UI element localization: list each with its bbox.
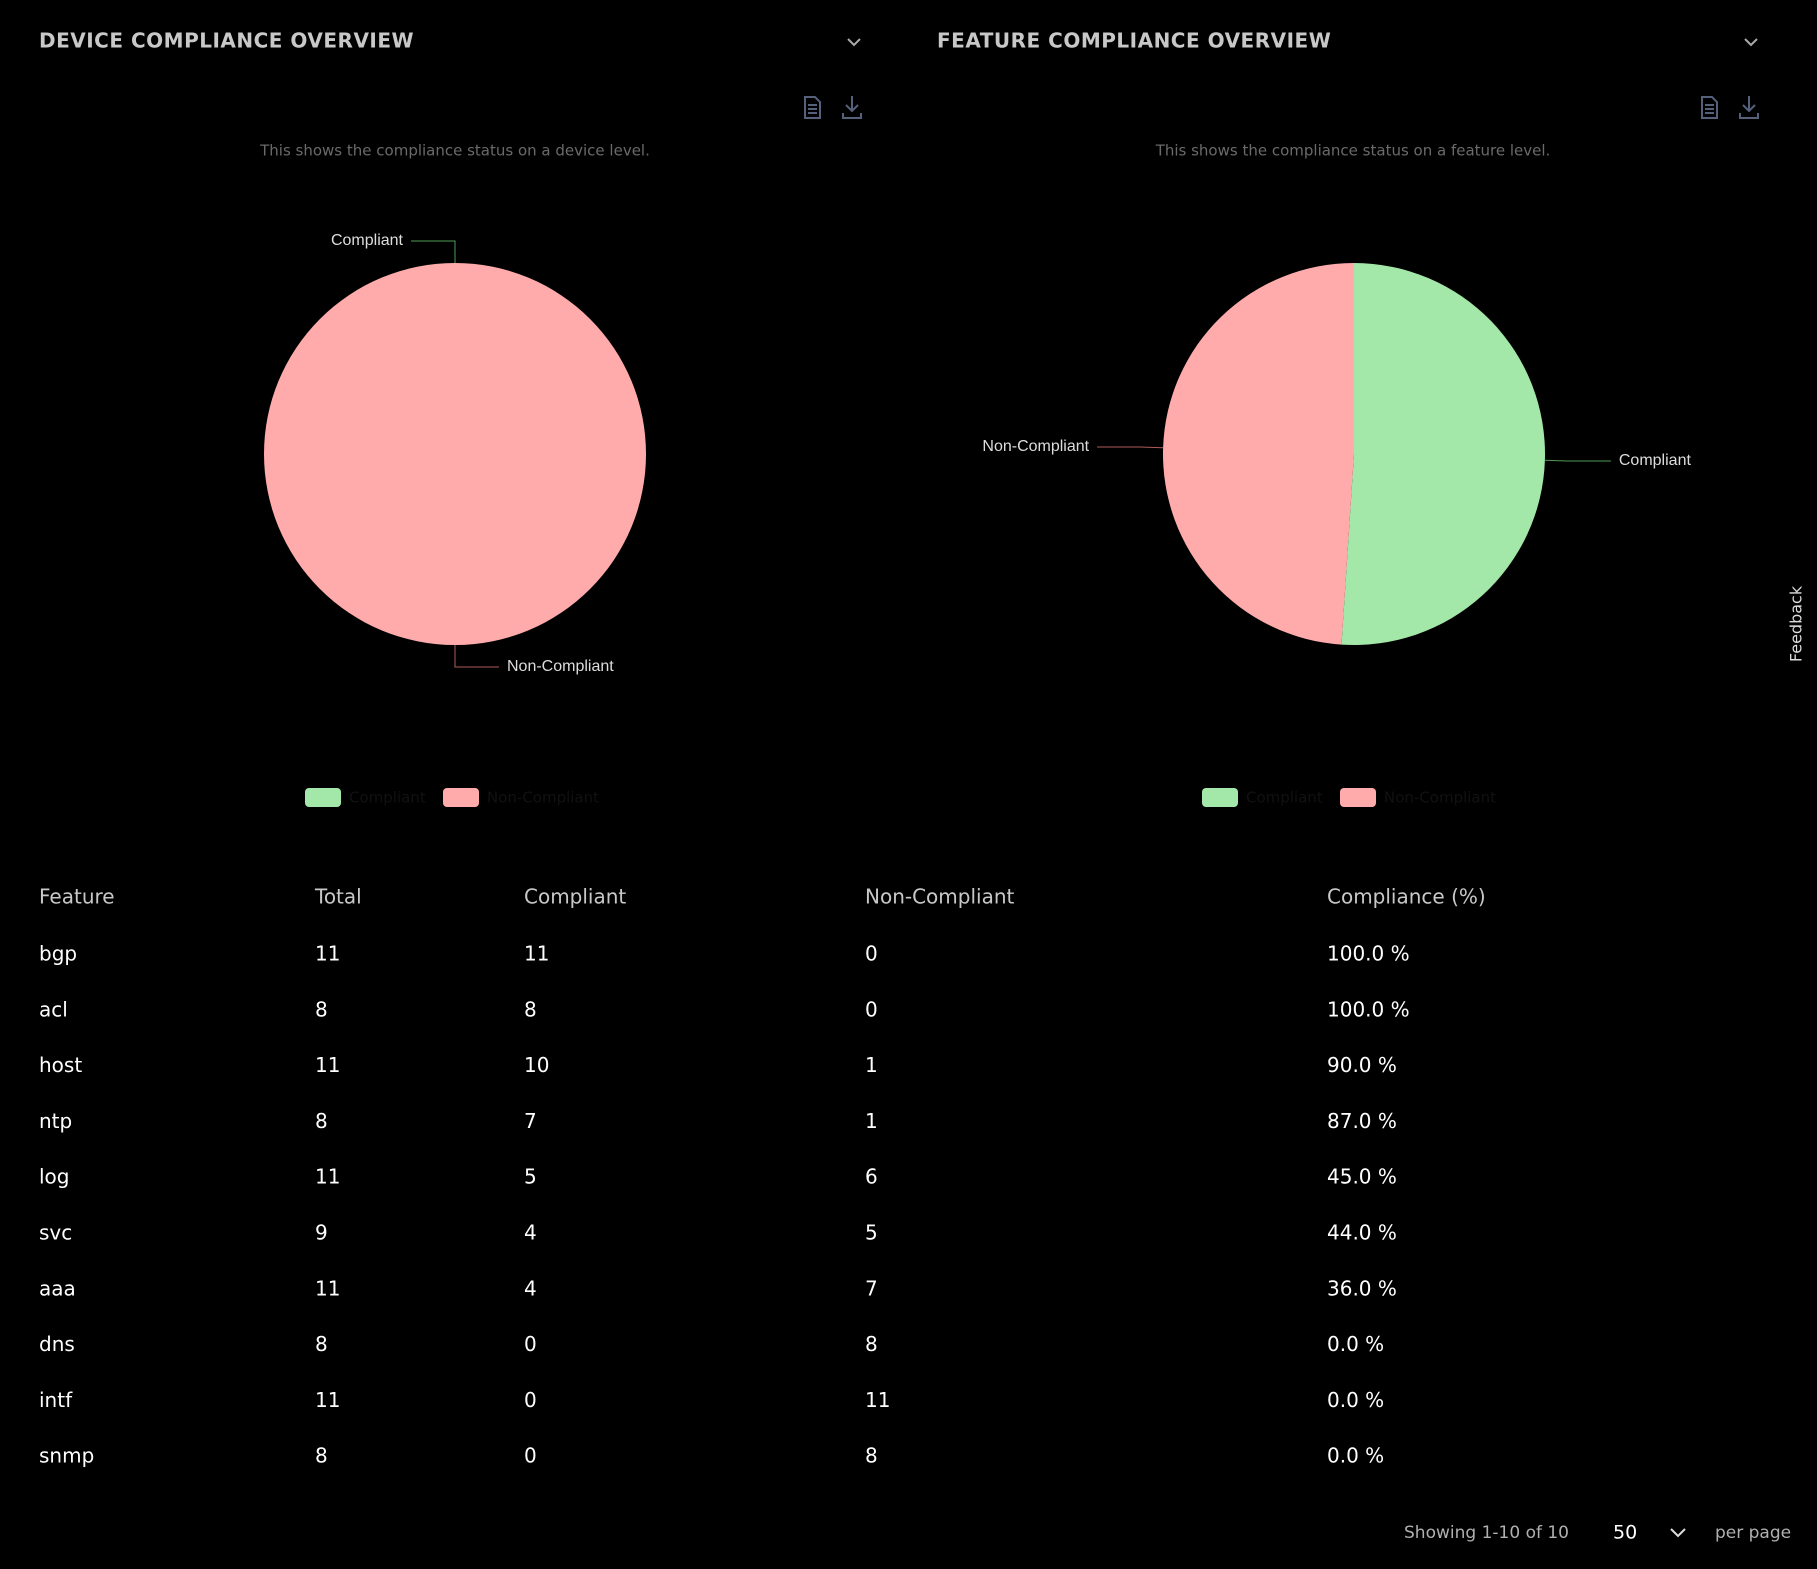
table-cell: 0 <box>524 1332 537 1356</box>
table-cell: 11 <box>524 942 549 966</box>
table-cell: 11 <box>315 1053 340 1077</box>
column-header[interactable]: Total <box>314 885 362 909</box>
feedback-label[interactable]: Feedback <box>1787 585 1806 662</box>
table-cell: acl <box>39 997 68 1021</box>
table-cell: 10 <box>524 1053 549 1077</box>
table-cell: 5 <box>524 1165 537 1189</box>
per-page-select[interactable]: 50 <box>1613 1522 1637 1544</box>
slice-label: Non-Compliant <box>507 658 614 675</box>
leader-line <box>1544 459 1611 462</box>
table-cell: 5 <box>865 1221 878 1245</box>
table-cell: 1 <box>865 1053 878 1077</box>
collapse-toggle[interactable] <box>1744 38 1758 47</box>
column-header[interactable]: Compliance (%) <box>1327 885 1486 909</box>
table-cell: snmp <box>39 1444 94 1468</box>
legend-label[interactable]: Compliant <box>349 789 426 807</box>
panel-title: DEVICE COMPLIANCE OVERVIEW <box>39 29 414 53</box>
slice-label: Non-Compliant <box>982 438 1089 455</box>
panel-description: This shows the compliance status on a fe… <box>1155 142 1551 160</box>
table-cell: intf <box>39 1388 73 1412</box>
table-cell: 11 <box>315 942 340 966</box>
leader-line <box>454 645 499 668</box>
download-icon[interactable] <box>1739 96 1759 119</box>
pie-slice <box>264 263 646 645</box>
column-header[interactable]: Non-Compliant <box>865 885 1015 909</box>
table-cell: 0.0 % <box>1327 1444 1384 1468</box>
table-cell: 7 <box>524 1109 537 1133</box>
export-csv-icon[interactable] <box>804 96 821 119</box>
table-cell: 45.0 % <box>1327 1165 1397 1189</box>
slice-label: Compliant <box>1619 452 1692 469</box>
table-cell: 9 <box>315 1221 328 1245</box>
table-cell: 8 <box>865 1444 878 1468</box>
table-cell: 36.0 % <box>1327 1276 1397 1300</box>
table-cell: 6 <box>865 1165 878 1189</box>
table-cell: 100.0 % <box>1327 997 1410 1021</box>
pie-slice <box>1341 263 1546 645</box>
panel-title: FEATURE COMPLIANCE OVERVIEW <box>937 29 1331 53</box>
legend-swatch[interactable] <box>305 788 341 807</box>
table-cell: svc <box>39 1221 72 1245</box>
table-cell: 8 <box>865 1332 878 1356</box>
table-cell: 0 <box>524 1444 537 1468</box>
legend-label[interactable]: Non-Compliant <box>1384 789 1496 807</box>
feedback-tab[interactable]: Feedback <box>1787 585 1806 662</box>
pagination-summary: Showing 1-10 of 10 <box>1404 1523 1569 1543</box>
table-cell: 0 <box>865 942 878 966</box>
table-cell: 90.0 % <box>1327 1053 1397 1077</box>
legend-swatch[interactable] <box>1340 788 1376 807</box>
table-cell: host <box>39 1053 82 1077</box>
table-cell: bgp <box>39 942 77 966</box>
table-cell: 8 <box>315 1444 328 1468</box>
table-cell: 8 <box>315 997 328 1021</box>
table-cell: 1 <box>865 1109 878 1133</box>
table-cell: 11 <box>315 1276 340 1300</box>
column-header[interactable]: Feature <box>39 885 115 909</box>
table-cell: 100.0 % <box>1327 942 1410 966</box>
table-cell: 11 <box>315 1165 340 1189</box>
table-cell: 0 <box>524 1388 537 1412</box>
slice-label: Compliant <box>331 232 404 249</box>
table-cell: 8 <box>315 1109 328 1133</box>
table-cell: 4 <box>524 1276 537 1300</box>
table-cell: 0 <box>865 997 878 1021</box>
per-page-label: per page <box>1715 1523 1791 1543</box>
collapse-toggle[interactable] <box>847 38 861 47</box>
export-csv-icon[interactable] <box>1701 96 1718 119</box>
table-cell: ntp <box>39 1109 72 1133</box>
per-page-dropdown[interactable] <box>1670 1528 1686 1538</box>
download-icon[interactable] <box>842 96 862 119</box>
leader-line <box>411 240 456 263</box>
table-cell: 8 <box>524 997 537 1021</box>
table-cell: 11 <box>315 1388 340 1412</box>
legend-swatch[interactable] <box>443 788 479 807</box>
table-cell: log <box>39 1165 70 1189</box>
legend-label[interactable]: Compliant <box>1246 789 1323 807</box>
table-cell: 4 <box>524 1221 537 1245</box>
leader-line <box>1097 446 1164 449</box>
table-cell: 0.0 % <box>1327 1388 1384 1412</box>
table-cell: aaa <box>39 1276 76 1300</box>
panel-description: This shows the compliance status on a de… <box>259 142 650 160</box>
table-cell: 7 <box>865 1276 878 1300</box>
table-cell: 11 <box>865 1388 890 1412</box>
table-cell: 44.0 % <box>1327 1221 1397 1245</box>
column-header[interactable]: Compliant <box>524 885 626 909</box>
table-cell: 87.0 % <box>1327 1109 1397 1133</box>
table-cell: dns <box>39 1332 75 1356</box>
pie-slice <box>1162 263 1354 645</box>
table-cell: 0.0 % <box>1327 1332 1384 1356</box>
table-cell: 8 <box>315 1332 328 1356</box>
legend-label[interactable]: Non-Compliant <box>487 789 599 807</box>
legend-swatch[interactable] <box>1202 788 1238 807</box>
